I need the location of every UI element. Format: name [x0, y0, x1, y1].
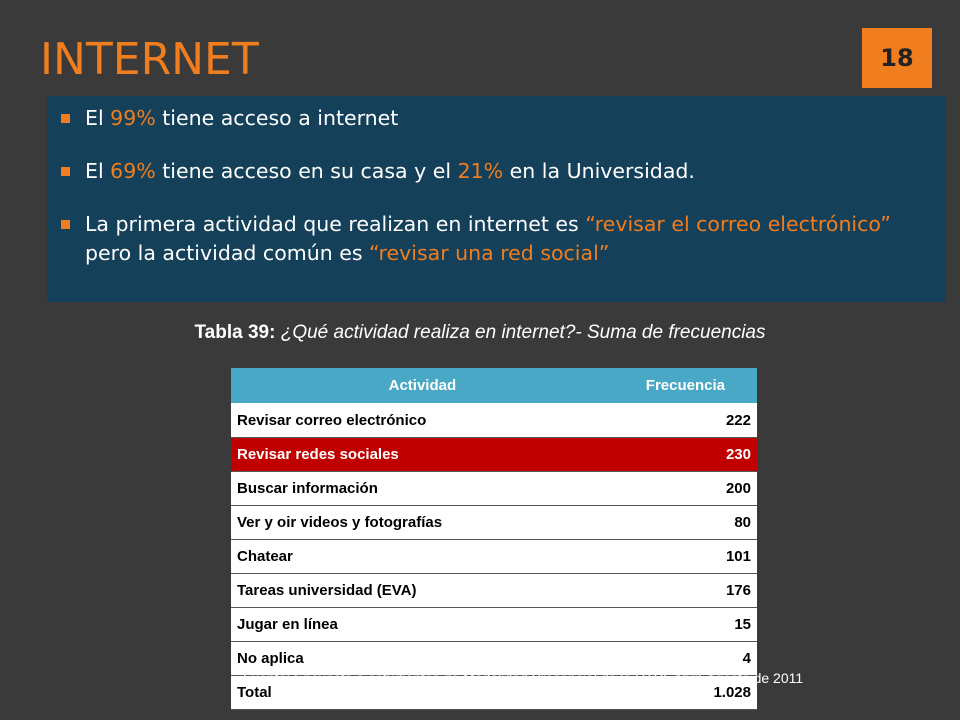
cell-frequency: 101 — [613, 539, 757, 574]
cell-frequency: 222 — [613, 403, 757, 438]
table-row: Revisar correo electrónico 222 — [231, 403, 757, 438]
table-row: Buscar información 200 — [231, 471, 757, 506]
cell-activity: Revisar redes sociales — [231, 437, 614, 472]
table-row: Total 1.028 — [231, 675, 757, 710]
cell-activity: Chatear — [231, 539, 614, 574]
footer-source: Fuente: Encuesta a estudiantes de Modali… — [242, 670, 804, 686]
column-header-frequency: Frecuencia — [613, 368, 757, 404]
cell-activity: Revisar correo electrónico — [231, 403, 614, 438]
cell-frequency: 200 — [613, 471, 757, 506]
table-row: Jugar en línea 15 — [231, 607, 757, 642]
page-number-badge: 18 — [862, 28, 932, 88]
footer-author: Elaborado por: Andrea Velásquez — [418, 690, 628, 706]
cell-frequency: 80 — [613, 505, 757, 540]
bullet-item: La primera actividad que realizan en int… — [59, 210, 930, 268]
column-header-activity: Actividad — [231, 368, 614, 404]
table-row: No aplica 4 — [231, 641, 757, 676]
bullet-item: El 69% tiene acceso en su casa y el 21% … — [59, 157, 930, 186]
caption-text: ¿Qué actividad realiza en internet?- Sum… — [275, 322, 766, 343]
table-caption: Tabla 39: ¿Qué actividad realiza en inte… — [0, 322, 960, 344]
cell-frequency: 176 — [613, 573, 757, 608]
cell-frequency: 1.028 — [613, 675, 757, 710]
cell-activity: Ver y oir videos y fotografías — [231, 505, 614, 540]
cell-activity: Buscar información — [231, 471, 614, 506]
square-bullet-icon — [61, 114, 70, 123]
bullet-text: El 99% tiene acceso a internet — [85, 106, 399, 130]
cell-activity: No aplica — [231, 641, 614, 676]
slide-title: INTERNET — [40, 34, 259, 85]
cell-frequency: 15 — [613, 607, 757, 642]
cell-frequency: 230 — [613, 437, 757, 472]
caption-label: Tabla 39: — [194, 322, 276, 343]
bullet-item: El 99% tiene acceso a internet — [59, 104, 930, 133]
cell-activity: Total — [231, 675, 614, 710]
square-bullet-icon — [61, 167, 70, 176]
table-row: Revisar redes sociales 230 — [231, 437, 757, 472]
table-row: Tareas universidad (EVA) 176 — [231, 573, 757, 608]
table-row: Chatear 101 — [231, 539, 757, 574]
bullet-panel: El 99% tiene acceso a internet El 69% ti… — [47, 96, 946, 302]
footer: Fuente: Encuesta a estudiantes de Modali… — [0, 668, 960, 708]
table-header-row: Actividad Frecuencia — [231, 368, 757, 404]
square-bullet-icon — [61, 220, 70, 229]
bullet-text: La primera actividad que realizan en int… — [85, 212, 891, 265]
cell-activity: Jugar en línea — [231, 607, 614, 642]
table-body: Revisar correo electrónico 222 Revisar red… — [231, 403, 757, 710]
cell-frequency: 4 — [613, 641, 757, 676]
frequency-table: Actividad Frecuencia Revisar correo elec… — [231, 368, 757, 710]
bullet-text: El 69% tiene acceso en su casa y el 21% … — [85, 159, 695, 183]
cell-activity: Tareas universidad (EVA) — [231, 573, 614, 608]
table-row: Ver y oir videos y fotografías 80 — [231, 505, 757, 540]
